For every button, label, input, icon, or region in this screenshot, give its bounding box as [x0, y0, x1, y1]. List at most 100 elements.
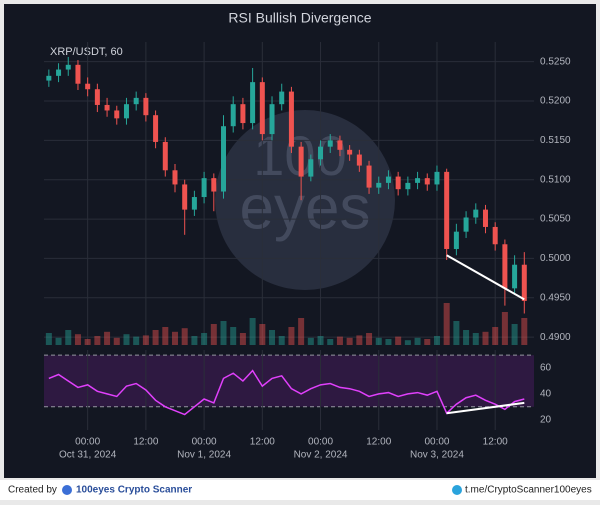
candle-body — [182, 184, 188, 210]
volume-bar — [492, 327, 499, 345]
volume-bar — [171, 331, 178, 345]
volume-bar — [356, 335, 363, 345]
candle-body — [143, 97, 149, 116]
candle-body — [453, 231, 459, 249]
y-tick-label: 0.4950 — [540, 292, 571, 303]
candle-body — [221, 126, 227, 192]
candle-body — [172, 170, 178, 185]
x-tick-label: 12:00 — [366, 437, 391, 448]
candle-body — [269, 104, 275, 135]
volume-bar — [511, 324, 518, 345]
volume-bar — [113, 337, 120, 345]
volume-bar — [433, 336, 440, 345]
volume-bar — [336, 336, 343, 345]
candle-body — [46, 75, 52, 81]
watermark: eyes — [240, 173, 371, 242]
candle-body — [56, 69, 62, 76]
footer-link[interactable]: t.me/CryptoScanner100eyes — [465, 485, 592, 496]
candle-body — [512, 264, 518, 289]
volume-bar — [288, 327, 295, 345]
candle-body — [211, 178, 217, 192]
volume-bar — [307, 337, 314, 345]
y2-tick-label: 40 — [540, 389, 552, 400]
candle-body — [482, 209, 488, 227]
x-tick-label: 12:00 — [483, 437, 508, 448]
y-tick-label: 0.4900 — [540, 332, 571, 343]
y-tick-label: 0.5200 — [540, 96, 571, 107]
volume-bar — [482, 331, 489, 345]
x-tick-label: 12:00 — [250, 437, 275, 448]
candle-body — [463, 217, 469, 232]
divergence-line — [446, 401, 525, 415]
volume-bar — [45, 333, 52, 345]
volume-bar — [104, 331, 111, 345]
candle-body — [376, 182, 382, 188]
candle-body — [133, 97, 139, 105]
volume-bar — [317, 336, 324, 345]
candle-body — [288, 91, 294, 147]
candle-body — [337, 140, 343, 150]
footer-created: Created by — [8, 485, 57, 496]
candle-body — [65, 64, 71, 70]
candle-body — [473, 209, 479, 218]
footer — [0, 480, 600, 500]
candle-body — [240, 104, 246, 124]
x-date-label: Nov 1, 2024 — [177, 450, 231, 461]
candle-body — [492, 226, 498, 245]
volume-bar — [230, 327, 237, 345]
candle-body — [250, 82, 256, 124]
volume-bar — [201, 333, 208, 345]
candle-body — [424, 178, 430, 185]
candle-body — [191, 197, 197, 210]
volume-bar — [123, 334, 130, 345]
volume-bar — [220, 321, 227, 345]
volume-bar — [191, 336, 198, 345]
candle-body — [502, 244, 508, 289]
x-date-label: Nov 2, 2024 — [294, 450, 348, 461]
volume-bar — [443, 303, 450, 345]
volume-bar — [453, 321, 460, 345]
volume-bar — [84, 339, 91, 345]
candle-body — [94, 89, 100, 105]
volume-bar — [55, 337, 62, 345]
x-tick-label: 00:00 — [308, 437, 333, 448]
candle-body — [521, 264, 527, 301]
candle-body — [162, 141, 168, 171]
volume-bar — [210, 324, 217, 345]
candle-body — [395, 176, 401, 190]
y-tick-label: 0.5150 — [540, 135, 571, 146]
x-date-label: Nov 3, 2024 — [410, 450, 464, 461]
volume-bar — [424, 339, 431, 345]
rsi-band — [44, 355, 534, 407]
volume-bar — [152, 330, 159, 345]
candle-body — [366, 165, 372, 188]
volume-bar — [414, 337, 421, 345]
y2-tick-label: 60 — [540, 363, 552, 374]
volume-bar — [366, 333, 373, 345]
volume-bar — [521, 318, 528, 345]
volume-bar — [472, 333, 479, 345]
candle-body — [444, 171, 450, 249]
volume-bar — [346, 337, 353, 345]
volume-bar — [94, 336, 101, 345]
candle-body — [347, 149, 353, 155]
volume-bar — [385, 339, 392, 345]
divergence-line — [446, 254, 525, 301]
volume-bar — [65, 330, 72, 345]
candle-body — [230, 104, 236, 127]
volume-bar — [249, 318, 256, 345]
volume-bar — [133, 336, 140, 345]
volume-bar — [501, 312, 508, 345]
candle-body — [405, 182, 411, 190]
x-tick-label: 12:00 — [133, 437, 158, 448]
volume-bar — [142, 335, 149, 345]
footer-brand: 100eyes Crypto Scanner — [76, 485, 192, 496]
volume-bar — [278, 336, 285, 345]
candle-body — [385, 176, 391, 183]
candle-body — [415, 178, 421, 183]
volume-bar — [404, 340, 411, 345]
volume-bar — [74, 334, 81, 345]
chart-title: RSI Bullish Divergence — [228, 10, 371, 26]
